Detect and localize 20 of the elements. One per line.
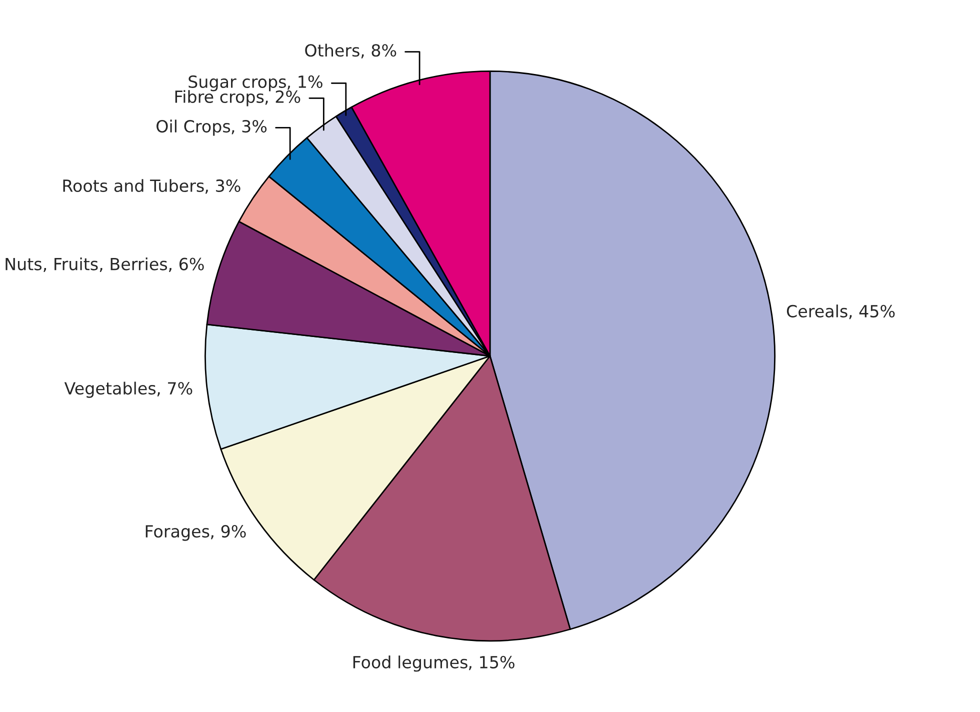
data-label: , 7%	[157, 382, 192, 396]
slice-label: Forages	[146, 525, 210, 541]
slice-label: Fibre crops	[175, 90, 264, 106]
slice-label: Oil Crops	[156, 120, 230, 136]
data-label: , 45%	[849, 304, 895, 320]
data-label: , 1%	[288, 75, 322, 90]
data-label: , 15%	[468, 656, 514, 670]
data-label: , 8%	[361, 44, 396, 58]
slice-label: Roots and Tubers	[63, 179, 204, 192]
slice-label: Cereals	[786, 304, 848, 318]
data-label: , 6%	[169, 258, 204, 272]
data-label: , 2%	[265, 90, 300, 105]
data-label: , 3%	[232, 120, 267, 134]
slice-label: Vegetables	[64, 382, 156, 398]
slice-label: Sugar crops	[188, 75, 286, 92]
slice-label: Others	[305, 44, 360, 57]
slice-label: Nuts, Fruits, Berries	[6, 257, 168, 272]
slice-label: Food legumes	[353, 656, 468, 672]
data-label: , 9%	[210, 524, 246, 540]
data-label: , 3%	[205, 179, 240, 194]
